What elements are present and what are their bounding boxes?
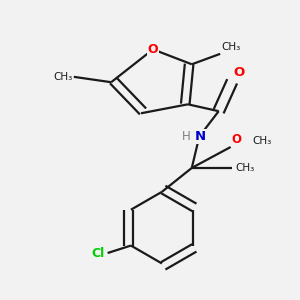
Text: Cl: Cl (92, 247, 105, 260)
Text: N: N (195, 130, 206, 143)
Text: O: O (231, 133, 241, 146)
Text: CH₃: CH₃ (53, 72, 72, 82)
Text: H: H (182, 130, 190, 143)
Text: O: O (148, 43, 158, 56)
Text: CH₃: CH₃ (222, 42, 241, 52)
Text: CH₃: CH₃ (252, 136, 272, 146)
Text: O: O (234, 66, 245, 79)
Text: CH₃: CH₃ (235, 163, 254, 173)
